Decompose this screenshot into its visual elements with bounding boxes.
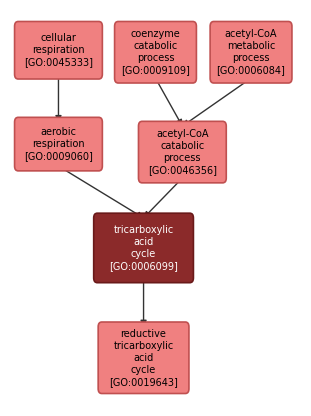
Text: reductive
tricarboxylic
acid
cycle
[GO:0019643]: reductive tricarboxylic acid cycle [GO:0…	[109, 329, 178, 387]
FancyBboxPatch shape	[138, 121, 226, 183]
FancyBboxPatch shape	[98, 322, 189, 394]
FancyBboxPatch shape	[210, 22, 292, 83]
FancyBboxPatch shape	[114, 22, 197, 83]
FancyBboxPatch shape	[15, 22, 102, 79]
Text: acetyl-CoA
catabolic
process
[GO:0046356]: acetyl-CoA catabolic process [GO:0046356…	[148, 129, 217, 175]
FancyBboxPatch shape	[15, 117, 102, 171]
Text: cellular
respiration
[GO:0045333]: cellular respiration [GO:0045333]	[24, 33, 93, 67]
FancyBboxPatch shape	[94, 213, 193, 283]
Text: coenzyme
catabolic
process
[GO:0009109]: coenzyme catabolic process [GO:0009109]	[121, 29, 190, 75]
Text: tricarboxylic
acid
cycle
[GO:0006099]: tricarboxylic acid cycle [GO:0006099]	[109, 225, 178, 271]
Text: acetyl-CoA
metabolic
process
[GO:0006084]: acetyl-CoA metabolic process [GO:0006084…	[216, 29, 285, 75]
Text: aerobic
respiration
[GO:0009060]: aerobic respiration [GO:0009060]	[24, 127, 93, 161]
